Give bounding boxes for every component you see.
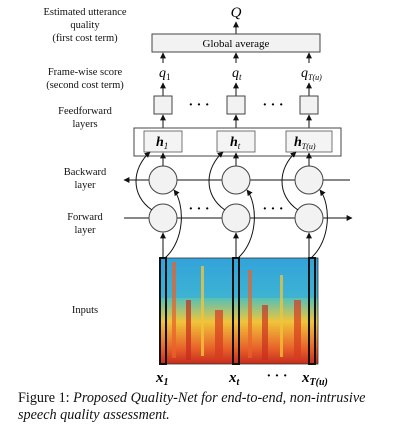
h-T: hT(u)	[294, 135, 316, 151]
forward-cell-T	[294, 203, 324, 233]
ff-ellipsis-2: · · ·	[262, 98, 283, 113]
ff-box-1	[153, 95, 173, 115]
frame-box-t	[232, 257, 240, 365]
h-T-box	[285, 130, 333, 153]
forward-ellipsis-1: · · ·	[188, 202, 209, 217]
ff-box-t	[226, 95, 246, 115]
frame-box-1	[159, 257, 167, 365]
x-ellipsis: · · ·	[266, 369, 287, 384]
forward-ellipsis-2: · · ·	[262, 202, 283, 217]
q-t: qt	[232, 66, 242, 82]
feedforward-label: Feedforward layers	[58, 106, 112, 130]
fwd1-to-h-arrow	[135, 151, 153, 211]
figure-caption: Figure 1: Proposed Quality-Net for end-t…	[18, 390, 403, 424]
backward-layer-label: Backward layer	[63, 167, 107, 191]
x-t: xt	[228, 370, 241, 388]
x-T: xT(u)	[301, 370, 328, 388]
forward-cell-1	[148, 203, 178, 233]
output-q: Q	[231, 5, 242, 21]
forward-layer-label: Forward layer	[67, 212, 103, 236]
global-average-box	[151, 33, 321, 53]
caption-prefix: Figure 1:	[18, 390, 74, 406]
frame-score-label: Frame-wise score (second cost term)	[46, 67, 124, 91]
backward-cell-1	[148, 165, 178, 195]
inputs-label: Inputs	[71, 305, 99, 316]
in1-to-bwd-arrow	[164, 189, 182, 259]
frame-box-T	[308, 257, 316, 365]
ff-box-T	[299, 95, 319, 115]
h-t: ht	[230, 135, 241, 151]
q-T: qT(u)	[301, 66, 322, 82]
backward-cell-T	[294, 165, 324, 195]
h-1-box	[143, 130, 183, 153]
backward-cell-t	[221, 165, 251, 195]
h-1: h1	[156, 135, 168, 151]
fwdt-to-h-arrow	[208, 151, 226, 211]
int-to-bwd-arrow	[237, 189, 255, 259]
caption-text: Proposed Quality-Net for end-to-end, non…	[18, 390, 366, 423]
fwdT-to-h-arrow	[281, 151, 299, 211]
global-average-label: Global average	[203, 38, 270, 50]
inT-to-bwd-arrow	[310, 189, 328, 259]
estimated-quality-label: Estimated utterance quality (first cost …	[43, 7, 127, 44]
x-1: x1	[155, 370, 169, 388]
q-1: q1	[159, 66, 171, 82]
h-t-box	[216, 130, 256, 153]
forward-cell-t	[221, 203, 251, 233]
ff-ellipsis-1: · · ·	[188, 98, 209, 113]
